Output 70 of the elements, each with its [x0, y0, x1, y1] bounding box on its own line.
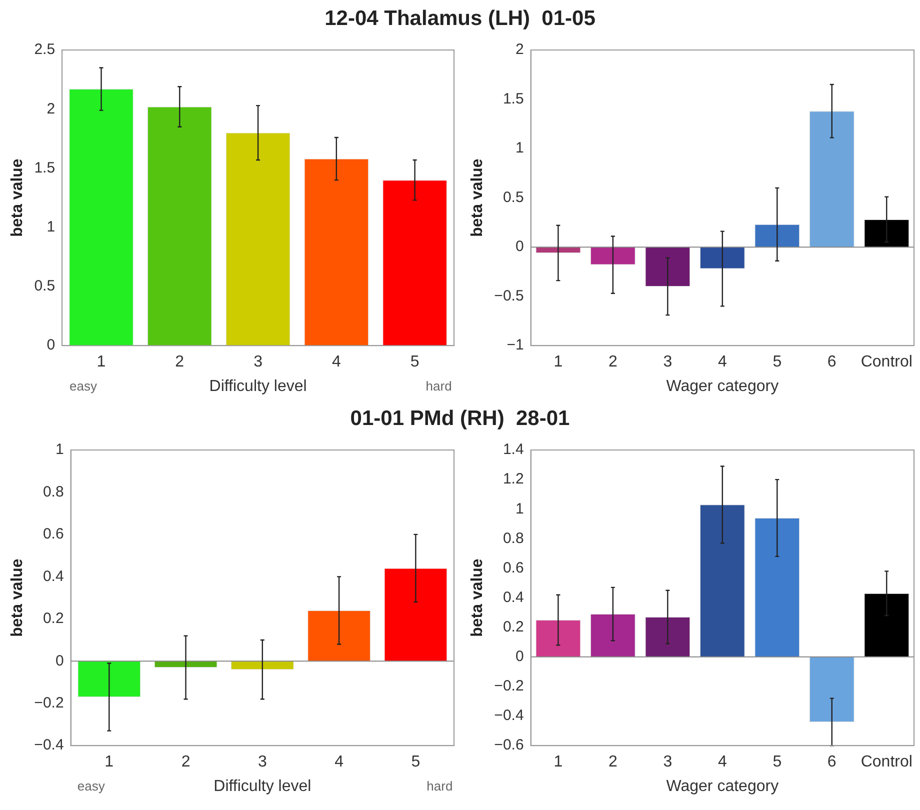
y-tick-label: 0.4 [42, 568, 64, 585]
y-tick-label: 0.2 [502, 618, 524, 636]
x-tick-label: 4 [332, 354, 341, 371]
chart-title: 01-01 PMd (RH) 28-01 [349, 406, 571, 432]
y-tick-label: −0.2 [494, 678, 524, 695]
y-tick-label: 0.6 [502, 559, 524, 576]
y-tick-label: 0.8 [502, 530, 524, 547]
y-tick-label: 2 [515, 41, 524, 58]
y-tick-label: 0.6 [42, 526, 64, 543]
y-axis-title: beta value [9, 558, 26, 637]
y-tick-label: 2 [46, 100, 56, 118]
y-tick-label: −0.4 [494, 707, 524, 724]
y-axis-title: beta value [469, 558, 486, 637]
y-tick-label: 1 [515, 500, 524, 518]
x-tick-label: 3 [663, 754, 672, 771]
x-tick-label: 3 [258, 754, 267, 771]
text: easy [77, 778, 106, 794]
y-tick-label: 0 [55, 652, 64, 670]
y-tick-label: 0 [515, 648, 524, 666]
x-tick-label: 5 [410, 354, 420, 371]
y-tick-label: 1.2 [502, 470, 524, 488]
x-tick-label: 5 [772, 754, 782, 771]
text: hard [426, 778, 453, 794]
x-tick-label: 2 [175, 354, 184, 371]
x-tick-label: 2 [608, 754, 618, 771]
y-tick-label: 1 [55, 441, 64, 458]
text: hard [426, 378, 452, 394]
y-tick-label: 1.5 [34, 159, 56, 176]
x-tick-label: 3 [663, 354, 672, 371]
y-tick-label: −0.4 [34, 736, 64, 754]
x-tick-label: 2 [608, 354, 618, 371]
y-tick-label: 0 [515, 238, 524, 256]
x-axis-title: Wager category [666, 778, 779, 795]
x-tick-label: 1 [96, 354, 106, 371]
text: easy [70, 378, 98, 394]
x-tick-label: 6 [827, 354, 836, 371]
x-tick-label: 4 [718, 754, 727, 771]
x-tick-label: 5 [772, 354, 782, 371]
x-tick-label: 1 [104, 754, 114, 771]
x-tick-label: 1 [554, 754, 563, 771]
x-tick-label: Control [860, 754, 912, 771]
x-axis-title: Difficulty level [209, 378, 307, 395]
x-tick-label: 2 [181, 754, 190, 771]
x-tick-label: 5 [411, 754, 420, 771]
y-tick-label: 0.2 [42, 610, 64, 628]
y-tick-label: 1 [46, 218, 56, 236]
x-tick-label: 6 [827, 754, 836, 771]
y-axis-title: beta value [9, 158, 26, 237]
x-tick-label: Control [860, 354, 912, 371]
y-tick-label: 2.5 [34, 41, 56, 58]
y-tick-label: 0.8 [42, 483, 64, 500]
y-tick-label: 1.5 [502, 90, 524, 108]
x-axis-title: Difficulty level [214, 778, 312, 795]
y-tick-label: −0.5 [494, 287, 524, 304]
y-tick-label: 0 [46, 336, 56, 354]
x-tick-label: 4 [334, 754, 344, 771]
y-tick-label: 0.5 [502, 188, 524, 206]
x-tick-label: 3 [254, 354, 263, 371]
x-axis-title: Wager category [666, 378, 779, 395]
y-tick-label: 0.5 [34, 278, 56, 295]
x-tick-label: 4 [718, 354, 727, 371]
y-tick-label: 1 [515, 140, 524, 157]
y-axis-title: beta value [469, 158, 486, 237]
y-tick-label: −1 [506, 336, 524, 354]
y-tick-label: 1.4 [502, 441, 524, 458]
y-tick-label: −0.2 [34, 694, 64, 712]
y-tick-label: −0.6 [494, 736, 524, 754]
chart-title: 12-04 Thalamus (LH) 01-05 [324, 6, 596, 32]
y-tick-label: 0.4 [502, 588, 524, 606]
x-tick-label: 1 [554, 354, 563, 371]
